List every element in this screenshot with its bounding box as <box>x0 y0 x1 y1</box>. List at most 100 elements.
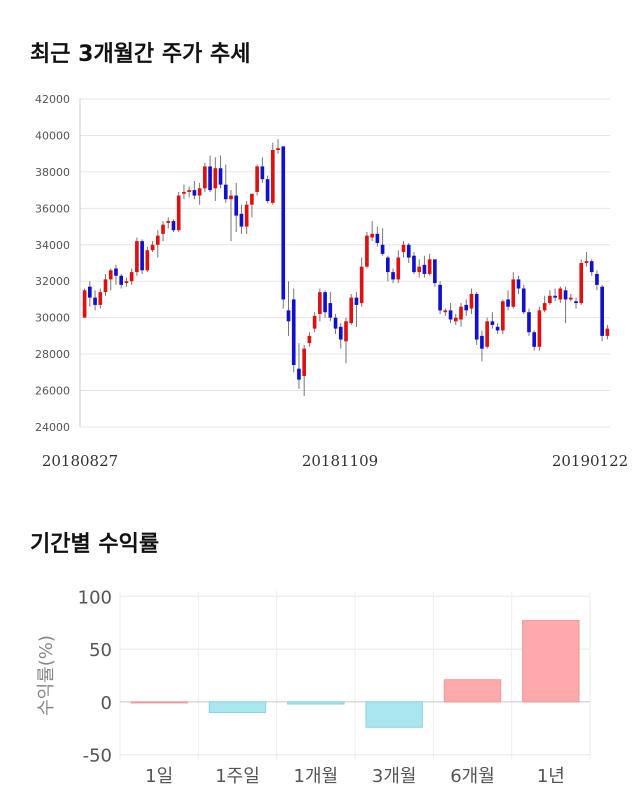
candle-body <box>542 303 547 311</box>
candle <box>119 273 124 289</box>
candle-body <box>166 221 171 223</box>
candle-body <box>605 328 610 336</box>
candle-body <box>527 312 531 333</box>
candle <box>229 190 233 242</box>
candle <box>124 277 129 287</box>
date-label: 20190122 <box>552 452 628 470</box>
candle <box>129 268 134 285</box>
candle-body <box>286 310 291 322</box>
candle-body <box>176 195 181 231</box>
candle <box>108 268 113 291</box>
candle-body <box>145 250 150 271</box>
candle-body <box>270 150 275 203</box>
date-label: 20180827 <box>42 452 118 470</box>
candle <box>349 293 354 325</box>
candle <box>192 181 197 200</box>
candle <box>406 242 411 263</box>
price-y-tick-label: 36000 <box>35 202 70 215</box>
candle-body <box>391 272 395 280</box>
return-bar <box>443 679 502 703</box>
return-bar <box>522 620 580 703</box>
candle-body <box>401 244 406 253</box>
candle-body <box>464 304 469 311</box>
candle-body <box>595 273 599 285</box>
candle-body <box>213 168 218 189</box>
candle <box>166 217 171 229</box>
candle-body <box>88 286 92 298</box>
candle <box>333 314 338 335</box>
price-trend-title: 최근 3개월간 주가 추세 <box>30 42 251 67</box>
return-bar <box>287 701 345 705</box>
return-category-label: 3개월 <box>372 766 417 787</box>
candle <box>401 241 406 258</box>
candle-body <box>469 293 474 309</box>
candle-body <box>82 290 87 318</box>
candle <box>318 288 322 322</box>
candle-body <box>495 326 500 331</box>
candle <box>140 239 144 274</box>
candle-body <box>208 166 212 191</box>
candle-body <box>187 190 191 192</box>
price-y-tick-label: 32000 <box>35 275 70 288</box>
candle-body <box>155 235 160 245</box>
return-category-label: 1개월 <box>294 766 339 787</box>
candle-body <box>506 299 510 307</box>
return-bar <box>130 701 188 704</box>
candle <box>155 230 160 258</box>
candle <box>501 299 505 335</box>
candle <box>93 290 97 311</box>
candle-body <box>302 348 307 376</box>
candle <box>433 259 437 287</box>
candle <box>135 237 139 276</box>
candle-body <box>427 259 432 274</box>
candle-body <box>443 310 448 313</box>
candle-body <box>359 266 364 304</box>
candle-body <box>349 297 354 324</box>
candle <box>459 303 463 327</box>
candle-body <box>568 297 573 300</box>
candle-body <box>197 188 202 196</box>
candle <box>574 297 578 309</box>
candle-body <box>333 317 338 329</box>
candle <box>579 259 584 305</box>
candle <box>218 155 223 189</box>
candle <box>548 290 552 305</box>
candle <box>255 164 259 196</box>
candle <box>474 292 479 345</box>
candle-body <box>108 270 113 280</box>
candle-body <box>600 286 604 336</box>
candle <box>161 221 165 242</box>
candle-body <box>297 368 301 380</box>
price-y-tick-label: 24000 <box>35 421 70 434</box>
return-y-axis-label: 수익률(%) <box>36 635 57 716</box>
candle-body <box>161 224 165 234</box>
price-y-tick-label: 38000 <box>35 166 70 179</box>
candle-body <box>129 272 134 282</box>
candle-body <box>229 195 233 200</box>
candle-body <box>579 263 584 304</box>
candle <box>490 312 495 329</box>
candle <box>250 193 254 218</box>
price-y-tick-label: 42000 <box>35 93 70 106</box>
candle <box>208 155 212 192</box>
candle <box>270 142 275 205</box>
candle <box>563 286 568 324</box>
candle <box>605 324 610 340</box>
candle-body <box>318 292 322 315</box>
candle-body <box>135 241 139 273</box>
candle <box>98 288 103 309</box>
candle-body <box>244 204 249 227</box>
candle <box>312 312 317 333</box>
candle <box>396 250 401 284</box>
candle <box>176 191 181 233</box>
candle <box>448 303 453 324</box>
candle-body <box>218 168 223 185</box>
candle <box>323 290 327 318</box>
candle <box>234 182 239 233</box>
candle <box>385 255 390 282</box>
return-category-label: 1일 <box>145 766 173 787</box>
candle <box>584 252 589 267</box>
candle <box>114 264 118 285</box>
candle <box>88 281 92 307</box>
candle-body <box>234 195 239 216</box>
